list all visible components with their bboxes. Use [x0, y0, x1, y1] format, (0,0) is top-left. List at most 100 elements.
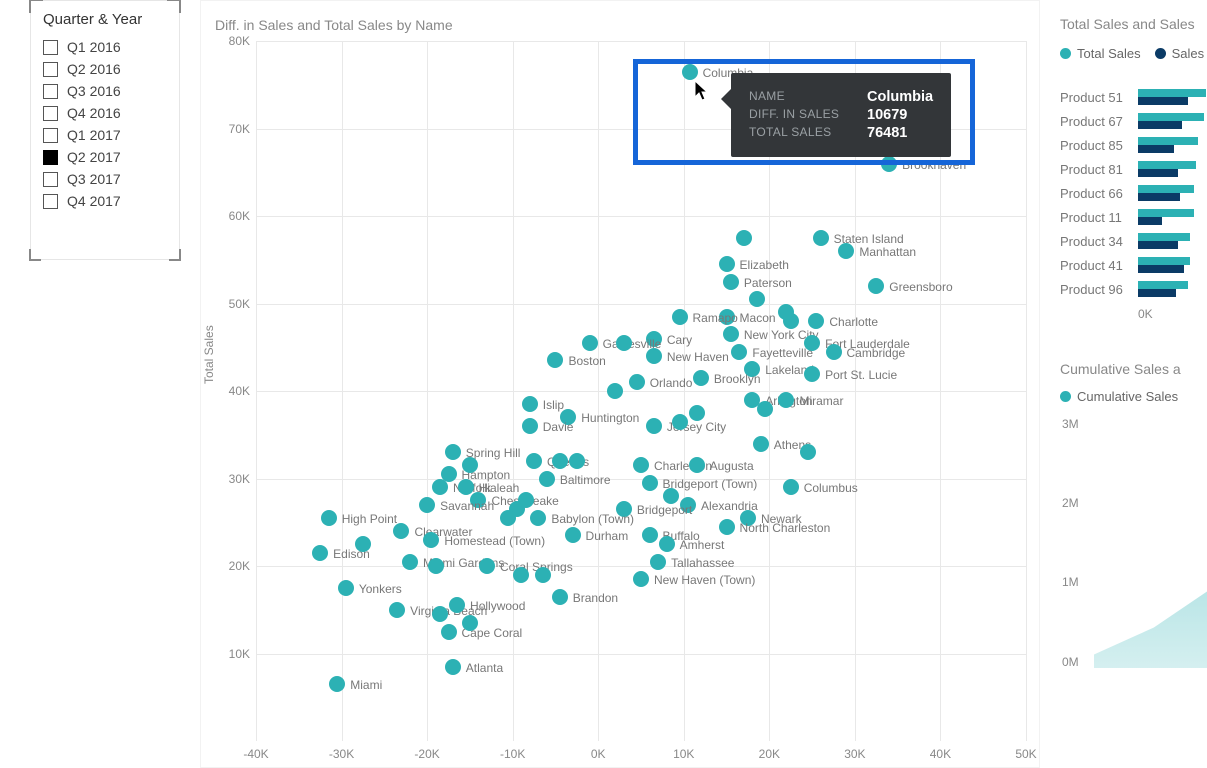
cumulative-chart[interactable]: 3M2M1M0M: [1062, 424, 1207, 674]
slicer-item-q4-2016[interactable]: Q4 2016: [43, 102, 167, 124]
data-point[interactable]: [800, 444, 816, 460]
data-point[interactable]: [672, 414, 688, 430]
product-row[interactable]: Product 67: [1060, 109, 1207, 133]
data-point[interactable]: [569, 453, 585, 469]
product-row[interactable]: Product 85: [1060, 133, 1207, 157]
product-row[interactable]: Product 96: [1060, 277, 1207, 301]
data-point[interactable]: [659, 536, 675, 552]
data-point[interactable]: [402, 554, 418, 570]
data-point[interactable]: [479, 558, 495, 574]
checkbox-icon[interactable]: [43, 128, 58, 143]
data-point[interactable]: [462, 615, 478, 631]
data-point[interactable]: [432, 606, 448, 622]
data-point[interactable]: [616, 501, 632, 517]
data-point[interactable]: [838, 243, 854, 259]
data-point[interactable]: [432, 479, 448, 495]
data-point[interactable]: [449, 597, 465, 613]
data-point[interactable]: [518, 492, 534, 508]
data-point[interactable]: [757, 401, 773, 417]
data-point[interactable]: [428, 558, 444, 574]
slicer-item-q4-2017[interactable]: Q4 2017: [43, 190, 167, 212]
data-point[interactable]: [689, 405, 705, 421]
checkbox-icon[interactable]: [43, 150, 58, 165]
data-point[interactable]: [723, 326, 739, 342]
product-row[interactable]: Product 11: [1060, 205, 1207, 229]
data-point[interactable]: [560, 409, 576, 425]
data-point[interactable]: [744, 361, 760, 377]
data-point[interactable]: [633, 457, 649, 473]
data-point[interactable]: [338, 580, 354, 596]
data-point[interactable]: [547, 352, 563, 368]
slicer-item-q1-2017[interactable]: Q1 2017: [43, 124, 167, 146]
data-point[interactable]: [552, 589, 568, 605]
data-point[interactable]: [881, 156, 897, 172]
data-point[interactable]: [682, 64, 698, 80]
checkbox-icon[interactable]: [43, 84, 58, 99]
data-point[interactable]: [423, 532, 439, 548]
data-point[interactable]: [646, 331, 662, 347]
data-point[interactable]: [826, 344, 842, 360]
data-point[interactable]: [650, 554, 666, 570]
data-point[interactable]: [441, 624, 457, 640]
product-row[interactable]: Product 66: [1060, 181, 1207, 205]
data-point[interactable]: [535, 567, 551, 583]
slicer-quarter-year[interactable]: Quarter & Year Q1 2016Q2 2016Q3 2016Q4 2…: [30, 0, 180, 260]
data-point[interactable]: [312, 545, 328, 561]
data-point[interactable]: [749, 291, 765, 307]
slicer-item-q2-2017[interactable]: Q2 2017: [43, 146, 167, 168]
data-point[interactable]: [813, 230, 829, 246]
data-point[interactable]: [804, 335, 820, 351]
product-row[interactable]: Product 51: [1060, 85, 1207, 109]
data-point[interactable]: [689, 457, 705, 473]
data-point[interactable]: [616, 335, 632, 351]
data-point[interactable]: [522, 418, 538, 434]
data-point[interactable]: [445, 444, 461, 460]
data-point[interactable]: [582, 335, 598, 351]
checkbox-icon[interactable]: [43, 194, 58, 209]
data-point[interactable]: [565, 527, 581, 543]
product-row[interactable]: Product 81: [1060, 157, 1207, 181]
scatter-chart[interactable]: Diff. in Sales and Total Sales by Name T…: [200, 0, 1040, 768]
data-point[interactable]: [462, 457, 478, 473]
slicer-item-q3-2016[interactable]: Q3 2016: [43, 80, 167, 102]
data-point[interactable]: [513, 567, 529, 583]
data-point[interactable]: [804, 366, 820, 382]
checkbox-icon[interactable]: [43, 62, 58, 77]
data-point[interactable]: [663, 488, 679, 504]
product-row[interactable]: Product 41: [1060, 253, 1207, 277]
data-point[interactable]: [646, 418, 662, 434]
data-point[interactable]: [693, 370, 709, 386]
data-point[interactable]: [646, 348, 662, 364]
data-point[interactable]: [389, 602, 405, 618]
data-point[interactable]: [500, 510, 516, 526]
data-point[interactable]: [868, 278, 884, 294]
data-point[interactable]: [672, 309, 688, 325]
data-point[interactable]: [680, 497, 696, 513]
data-point[interactable]: [642, 527, 658, 543]
slicer-item-q2-2016[interactable]: Q2 2016: [43, 58, 167, 80]
data-point[interactable]: [355, 536, 371, 552]
data-point[interactable]: [778, 392, 794, 408]
slicer-item-q3-2017[interactable]: Q3 2017: [43, 168, 167, 190]
data-point[interactable]: [719, 309, 735, 325]
data-point[interactable]: [539, 471, 555, 487]
data-point[interactable]: [458, 479, 474, 495]
data-point[interactable]: [522, 396, 538, 412]
data-point[interactable]: [530, 510, 546, 526]
data-point[interactable]: [329, 676, 345, 692]
slicer-item-q1-2016[interactable]: Q1 2016: [43, 36, 167, 58]
data-point[interactable]: [321, 510, 337, 526]
data-point[interactable]: [393, 523, 409, 539]
data-point[interactable]: [642, 475, 658, 491]
data-point[interactable]: [783, 479, 799, 495]
data-point[interactable]: [633, 571, 649, 587]
data-point[interactable]: [629, 374, 645, 390]
data-point[interactable]: [808, 313, 824, 329]
data-point[interactable]: [419, 497, 435, 513]
data-point[interactable]: [470, 492, 486, 508]
data-point[interactable]: [445, 659, 461, 675]
checkbox-icon[interactable]: [43, 172, 58, 187]
product-row[interactable]: Product 34: [1060, 229, 1207, 253]
checkbox-icon[interactable]: [43, 40, 58, 55]
data-point[interactable]: [753, 436, 769, 452]
